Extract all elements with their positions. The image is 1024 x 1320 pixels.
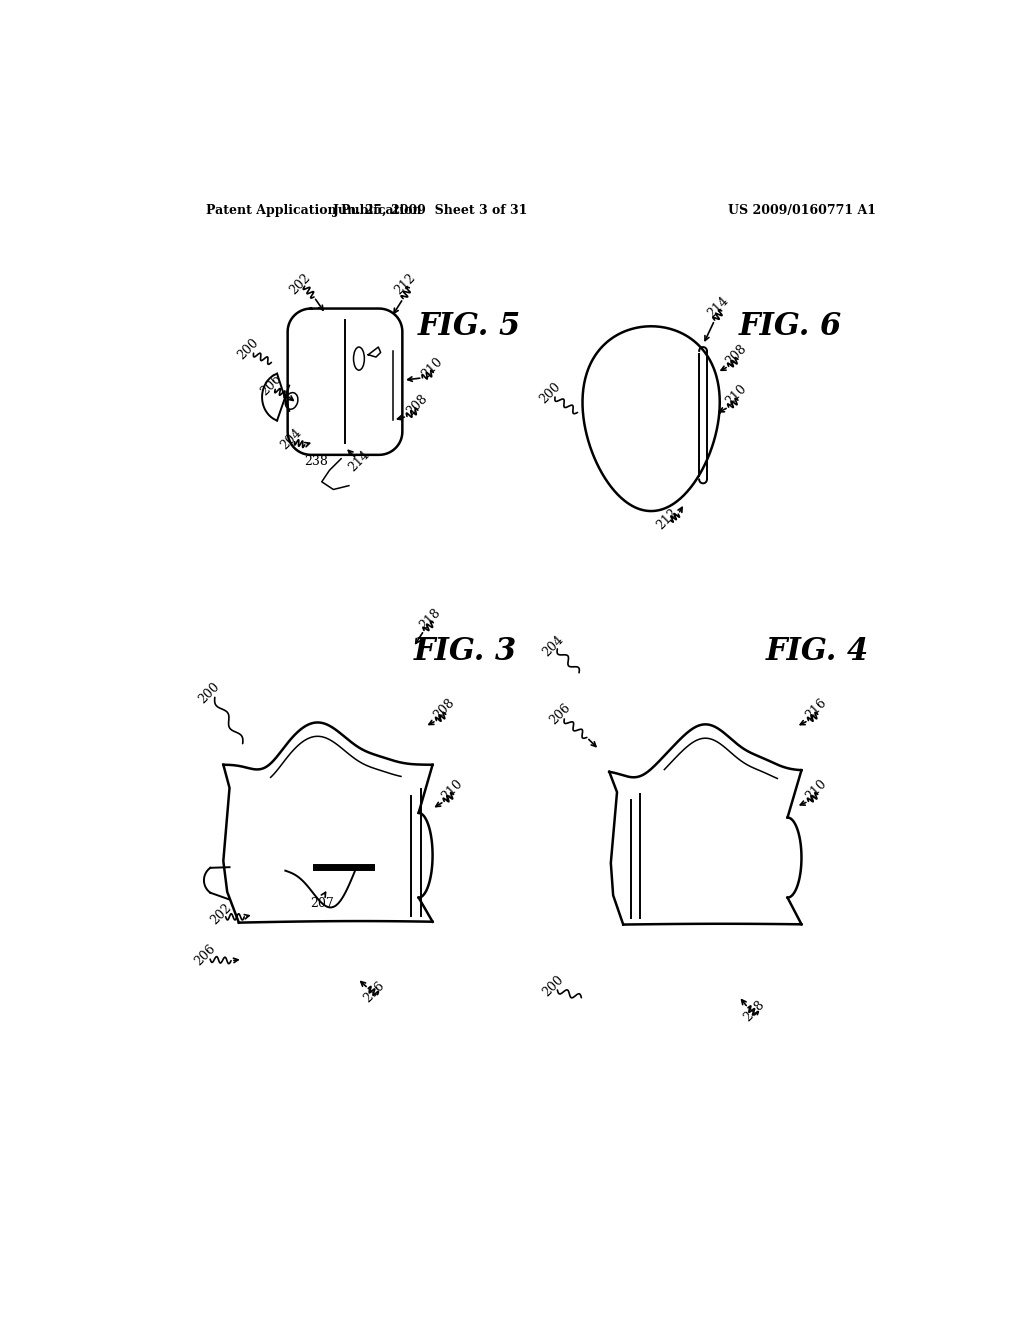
Text: 204: 204 xyxy=(540,632,565,659)
Text: FIG. 4: FIG. 4 xyxy=(766,636,869,667)
Text: 202: 202 xyxy=(287,271,313,297)
Text: Patent Application Publication: Patent Application Publication xyxy=(206,205,421,218)
Text: 204: 204 xyxy=(278,426,304,453)
Text: 212: 212 xyxy=(653,506,680,532)
Text: FIG. 5: FIG. 5 xyxy=(418,310,520,342)
Text: 218: 218 xyxy=(417,606,443,632)
Text: 200: 200 xyxy=(197,681,222,706)
Text: 210: 210 xyxy=(439,776,465,803)
Text: 200: 200 xyxy=(540,973,565,999)
Text: 200: 200 xyxy=(236,337,261,363)
Text: 216: 216 xyxy=(361,979,387,1006)
Text: 206: 206 xyxy=(193,942,218,969)
Text: 218: 218 xyxy=(741,998,767,1024)
Text: FIG. 6: FIG. 6 xyxy=(739,310,843,342)
Text: 238: 238 xyxy=(304,454,329,467)
Text: 210: 210 xyxy=(723,383,750,409)
Text: FIG. 3: FIG. 3 xyxy=(414,636,517,667)
Text: 212: 212 xyxy=(392,271,419,297)
Text: 210: 210 xyxy=(419,355,444,381)
Text: 207: 207 xyxy=(310,898,334,911)
Text: 208: 208 xyxy=(723,342,750,368)
Text: 208: 208 xyxy=(431,696,458,722)
Text: 214: 214 xyxy=(706,294,731,319)
Text: 206: 206 xyxy=(548,701,573,727)
Text: Jun. 25, 2009  Sheet 3 of 31: Jun. 25, 2009 Sheet 3 of 31 xyxy=(333,205,528,218)
Text: 200: 200 xyxy=(538,380,563,407)
Text: US 2009/0160771 A1: US 2009/0160771 A1 xyxy=(728,205,877,218)
Text: 206: 206 xyxy=(258,372,285,399)
Text: 216: 216 xyxy=(803,696,829,722)
Text: 214: 214 xyxy=(346,447,372,474)
Text: 208: 208 xyxy=(404,392,430,418)
Text: 210: 210 xyxy=(803,776,829,803)
Text: 202: 202 xyxy=(208,902,234,928)
